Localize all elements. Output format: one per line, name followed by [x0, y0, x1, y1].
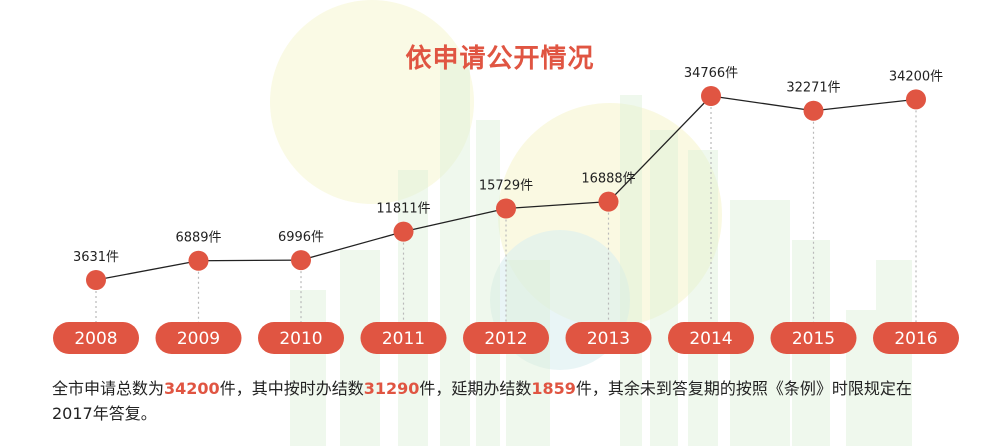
line-segment — [300, 231, 404, 261]
summary-number: 31290 — [363, 379, 420, 398]
x-tick-label: 2016 — [894, 329, 937, 349]
summary-number: 1859 — [531, 379, 576, 398]
summary-segment: 件，其余未到答复期的按照《条例》时限规定在2017年答复。 — [52, 379, 912, 423]
summary-segment: 件，延期办结数 — [419, 379, 532, 398]
summary-number: 34200 — [164, 379, 220, 398]
value-label: 16888件 — [581, 172, 635, 187]
x-tick-label: 2009 — [177, 329, 220, 349]
year-pill: 2015 — [770, 322, 857, 354]
year-pill: 2008 — [53, 322, 139, 354]
x-tick-label: 2011 — [382, 329, 425, 349]
year-pill: 2012 — [463, 322, 549, 354]
year-pills: 2008 2009 2010 2011 2012 2013 2014 2015 2016 — [53, 322, 959, 354]
year-pill: 2016 — [873, 322, 959, 354]
data-points — [86, 86, 926, 290]
x-tick-label: 2010 — [279, 329, 322, 349]
x-tick-label: 2015 — [792, 329, 835, 349]
year-pill: 2009 — [155, 322, 242, 354]
line-segment — [403, 207, 507, 233]
data-point — [393, 221, 414, 242]
summary-text: 全市申请总数为34200件，其中按时办结数31290件，延期办结数1859件，其… — [52, 376, 952, 426]
year-pill: 2013 — [565, 322, 652, 354]
year-pill: 2014 — [668, 322, 754, 354]
value-label: 34766件 — [684, 66, 738, 81]
value-label: 6889件 — [175, 231, 221, 246]
value-label: 6996件 — [278, 230, 324, 245]
line-segment — [813, 98, 917, 112]
chart-title: 依申请公开情况 — [405, 44, 595, 74]
data-point — [803, 100, 824, 121]
value-label: 34200件 — [889, 69, 943, 84]
x-tick-label: 2014 — [689, 329, 732, 349]
line-segment — [95, 260, 199, 281]
dotted-guides — [95, 107, 917, 322]
data-point — [906, 89, 926, 110]
x-tick-label: 2008 — [74, 329, 117, 349]
data-point — [291, 250, 311, 271]
line-segment — [198, 259, 302, 262]
line-segment — [710, 95, 814, 112]
background-cityscape — [270, 0, 912, 446]
data-point — [598, 191, 619, 212]
line-segment — [505, 201, 609, 210]
x-tick-label: 2012 — [484, 329, 527, 349]
data-point — [86, 270, 106, 290]
summary-segment: 件，其中按时办结数 — [219, 379, 364, 398]
data-point — [496, 198, 516, 219]
value-label: 11811件 — [376, 202, 430, 217]
summary-segment: 全市申请总数为 — [52, 379, 165, 398]
x-tick-label: 2013 — [587, 329, 630, 349]
value-label: 15729件 — [479, 179, 533, 194]
data-point — [188, 250, 209, 271]
data-point — [701, 86, 721, 106]
value-label: 3631件 — [73, 250, 119, 265]
value-labels: 3631件 6889件 6996件 11811件 15729件 16888件 34766件 3… — [73, 66, 943, 265]
year-pill: 2010 — [258, 322, 344, 354]
value-label: 32271件 — [786, 81, 840, 96]
year-pill: 2011 — [360, 322, 447, 354]
line-segment — [608, 95, 712, 203]
series-line — [95, 95, 917, 281]
